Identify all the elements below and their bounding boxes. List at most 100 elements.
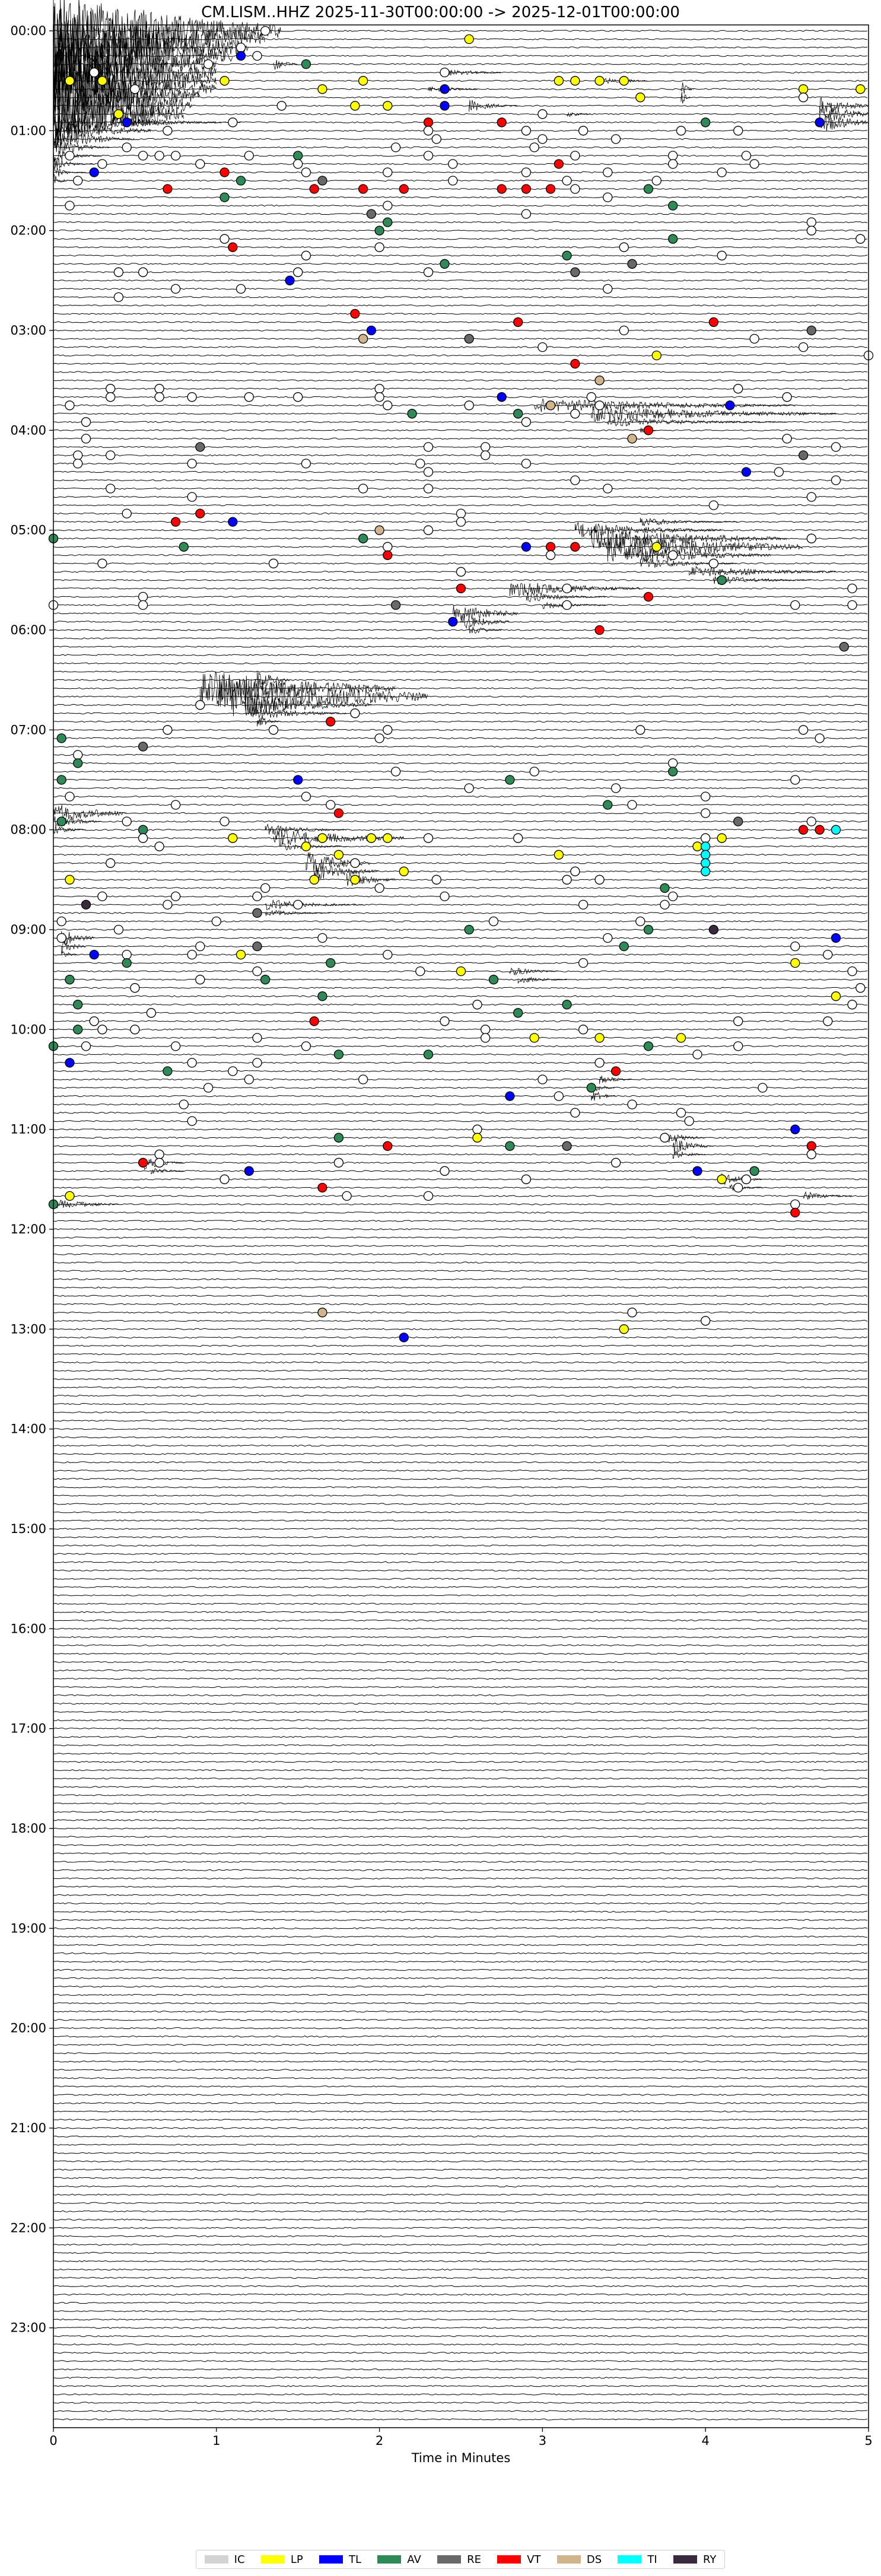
- event-marker-unclassified: [252, 891, 262, 902]
- event-marker-unclassified: [668, 758, 678, 768]
- x-tick-label: 4: [702, 2434, 710, 2448]
- trace-line: [53, 720, 868, 723]
- trace-line: [53, 887, 868, 889]
- signal-bursts: [53, 0, 869, 1209]
- trace-line: [53, 704, 867, 706]
- event-marker-av: [562, 250, 572, 260]
- trace-line: [53, 920, 868, 923]
- event-marker-vt: [138, 1157, 148, 1168]
- event-marker-unclassified: [138, 833, 148, 843]
- event-marker-unclassified: [138, 600, 148, 610]
- trace-line: [53, 1877, 868, 1879]
- event-marker-unclassified: [170, 891, 181, 902]
- event-marker-unclassified: [481, 1025, 491, 1035]
- x-tick-label: 3: [539, 2434, 546, 2448]
- event-marker-unclassified: [448, 176, 458, 186]
- event-marker-unclassified: [170, 1041, 181, 1051]
- trace-line: [53, 1036, 868, 1039]
- signal-burst: [110, 117, 241, 128]
- event-marker-re: [627, 259, 637, 269]
- event-marker-unclassified: [701, 1316, 711, 1326]
- trace-line: [53, 138, 868, 141]
- event-marker-unclassified: [440, 1016, 450, 1026]
- legend-item-ds: DS: [556, 2553, 602, 2566]
- trace-line: [53, 171, 868, 174]
- event-marker-unclassified: [603, 933, 613, 943]
- event-marker-ds: [374, 525, 384, 535]
- event-marker-unclassified: [847, 966, 857, 977]
- event-marker-unclassified: [293, 392, 303, 402]
- event-marker-lp: [472, 1133, 482, 1143]
- trace-line: [53, 2193, 868, 2196]
- trace-line: [53, 104, 868, 107]
- trace-line: [53, 121, 868, 123]
- trace-line: [53, 729, 868, 731]
- event-marker-re: [317, 176, 327, 186]
- trace-line: [53, 288, 868, 290]
- event-marker-unclassified: [847, 583, 857, 594]
- trace-line: [53, 987, 868, 989]
- event-marker-unclassified: [138, 267, 148, 277]
- legend-item-ry: RY: [673, 2553, 716, 2566]
- trace-line: [53, 1977, 868, 1980]
- trace-line: [53, 1636, 868, 1638]
- event-marker-unclassified: [415, 966, 425, 977]
- event-marker-unclassified: [113, 924, 124, 935]
- event-marker-unclassified: [317, 933, 327, 943]
- event-marker-av: [358, 533, 368, 543]
- trace-line: [53, 1170, 868, 1172]
- trace-line: [53, 995, 868, 997]
- event-marker-ds: [594, 376, 605, 386]
- event-marker-unclassified: [170, 284, 181, 294]
- signal-burst: [53, 825, 86, 834]
- legend-swatch: [377, 2555, 402, 2564]
- trace-line: [53, 495, 868, 498]
- event-marker-unclassified: [187, 1116, 197, 1126]
- trace-line: [53, 2077, 868, 2079]
- trace-line: [53, 470, 868, 473]
- event-marker-unclassified: [138, 591, 148, 602]
- trace-line: [53, 1586, 868, 1588]
- event-marker-unclassified: [521, 167, 532, 177]
- event-marker-tl: [692, 1166, 702, 1176]
- event-marker-unclassified: [456, 567, 466, 577]
- event-marker-unclassified: [146, 1008, 157, 1018]
- trace-line: [53, 230, 868, 232]
- event-marker-tl: [505, 1091, 515, 1101]
- event-marker-unclassified: [537, 109, 548, 119]
- event-marker-lp: [464, 34, 474, 44]
- signal-burst: [61, 931, 94, 945]
- trace-line: [53, 1827, 868, 1830]
- event-marker-re: [839, 641, 849, 652]
- trace-line: [53, 279, 868, 282]
- event-marker-av: [749, 1166, 759, 1176]
- trace-line: [53, 1802, 868, 1805]
- trace-line: [53, 1919, 868, 1921]
- event-marker-lp: [399, 866, 409, 876]
- event-marker-re: [464, 333, 474, 344]
- event-marker-lp: [228, 833, 238, 843]
- signal-burst: [273, 60, 298, 70]
- trace-line: [53, 962, 868, 964]
- event-marker-unclassified: [521, 417, 532, 427]
- y-tick-label: 07:00: [10, 723, 46, 737]
- event-marker-unclassified: [472, 1124, 482, 1134]
- event-marker-unclassified: [774, 467, 784, 477]
- event-marker-vt: [170, 517, 181, 527]
- y-tick-label: 19:00: [10, 1921, 46, 1935]
- trace-line: [53, 1968, 868, 1971]
- event-marker-unclassified: [56, 916, 66, 927]
- event-marker-lp: [554, 76, 564, 86]
- trace-line: [53, 371, 868, 373]
- signal-burst: [672, 1150, 705, 1159]
- trace-line: [53, 937, 868, 939]
- event-marker-unclassified: [293, 159, 303, 169]
- y-tick-label: 12:00: [10, 1222, 46, 1236]
- event-marker-vt: [513, 317, 523, 327]
- signal-burst: [53, 804, 127, 823]
- trace-line: [53, 2202, 868, 2204]
- event-marker-unclassified: [170, 800, 181, 810]
- trace-line: [53, 546, 868, 548]
- trace-line: [53, 2168, 868, 2171]
- trace-line: [53, 2410, 868, 2412]
